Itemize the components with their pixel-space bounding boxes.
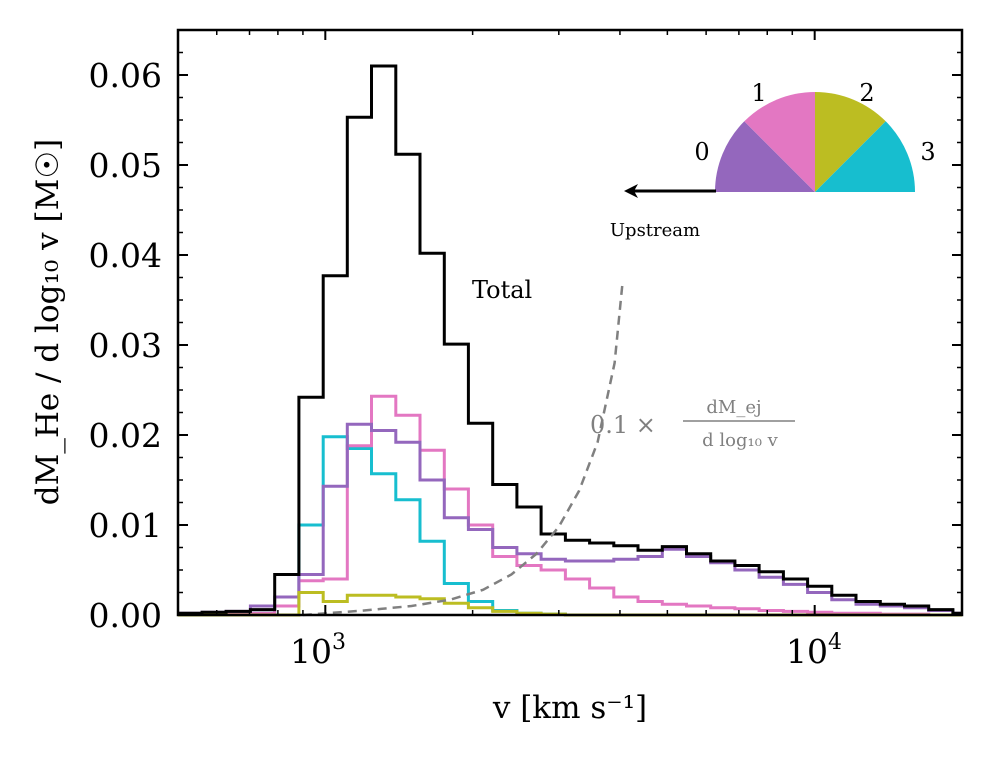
wedge-label-3: 3	[920, 138, 935, 166]
x-tick-exp: 3	[332, 630, 346, 655]
x-axis-label: v [km s⁻¹]	[492, 690, 647, 726]
wedge-label-0: 0	[694, 138, 709, 166]
upstream-label: Upstream	[610, 220, 700, 241]
ejecta-dashed-curve	[302, 281, 624, 617]
y-tick-label: 0.00	[89, 596, 162, 635]
y-tick-label: 0.01	[89, 506, 162, 545]
series-line	[178, 422, 962, 615]
x-tick-base: 10	[290, 632, 332, 671]
series-line	[178, 394, 962, 617]
x-tick-exp: 4	[828, 630, 842, 655]
y-tick-label: 0.06	[89, 56, 162, 95]
wedge-label-2: 2	[859, 79, 874, 107]
x-tick-label: 103	[290, 630, 346, 671]
dashed-label-numerator: dM_ej	[706, 397, 761, 418]
inset-wedge-0	[715, 121, 815, 192]
wedge-label-1: 1	[751, 79, 766, 107]
y-axis-label: dM_He / d log₁₀ v [M☉]	[30, 139, 66, 506]
y-tick-label: 0.03	[89, 326, 162, 365]
inset-wedge-3	[815, 121, 915, 192]
dashed-label-prefix: 0.1 ×	[590, 411, 656, 439]
dashed-label-denominator: d log₁₀ v	[702, 430, 779, 451]
x-tick-label: 104	[786, 630, 842, 671]
x-tick-base: 10	[786, 632, 828, 671]
upstream-arrowhead	[624, 184, 638, 198]
y-tick-label: 0.04	[89, 236, 162, 275]
inset-wedge-2	[815, 92, 886, 192]
total-label: Total	[472, 276, 532, 304]
y-tick-label: 0.02	[89, 416, 162, 455]
inset-diagram	[715, 92, 915, 192]
plot-frame	[176, 28, 964, 617]
y-tick-label: 0.05	[89, 146, 162, 185]
series-total	[178, 64, 962, 615]
inset-wedge-1	[744, 92, 815, 192]
